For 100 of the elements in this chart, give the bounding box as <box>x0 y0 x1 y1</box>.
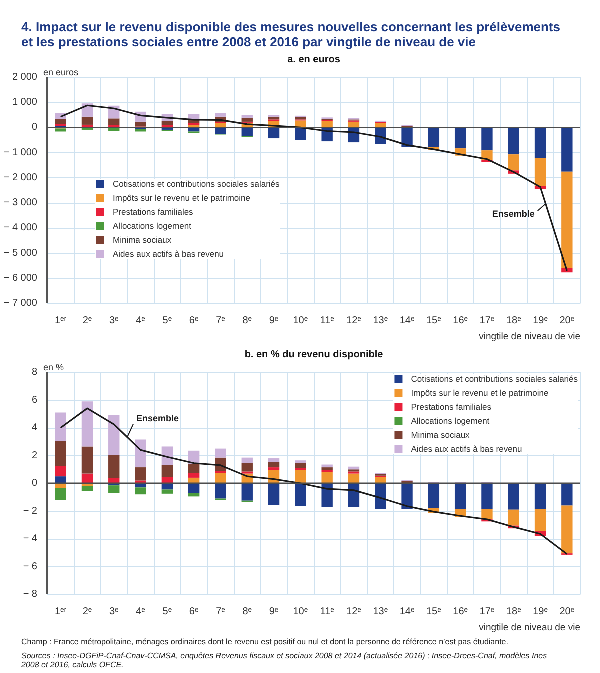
x-tick-label: 15ᵉ <box>426 606 442 618</box>
y-tick-label: − 6 <box>23 561 38 572</box>
x-tick-label: 9ᵉ <box>269 606 279 618</box>
x-tick-label: 6ᵉ <box>189 316 199 326</box>
y-tick-label: 1 000 <box>12 97 38 108</box>
y-tick-label: − 3 000 <box>4 198 38 209</box>
bar <box>188 464 200 474</box>
legend-label: Cotisations et contributions sociales salariés <box>113 179 280 189</box>
bar <box>82 486 94 492</box>
x-tick-label: 1ᵉʳ <box>54 606 68 618</box>
x-tick-label: 11ᵉ <box>320 606 335 618</box>
series-label: Ensemble <box>492 208 535 219</box>
y-tick-label: − 2 000 <box>4 172 38 184</box>
y-axis-title: en euros <box>44 68 80 78</box>
y-tick-label: 4 <box>32 422 38 434</box>
legend-label: Minima sociaux <box>113 235 172 245</box>
x-tick-label: 2ᵉ <box>82 606 92 618</box>
bar <box>215 113 226 117</box>
y-tick-label: − 4 <box>23 534 38 544</box>
bar <box>242 118 253 122</box>
x-tick-label: 12ᵉ <box>346 606 362 618</box>
x-tick-label: 8ᵉ <box>242 316 252 326</box>
bar <box>135 488 146 495</box>
x-tick-label: 1ᵉʳ <box>54 316 68 326</box>
x-tick-label: 8ᵉ <box>242 606 252 618</box>
legend-label: Prestations familiales <box>113 207 194 217</box>
bar <box>55 488 66 500</box>
bar <box>108 118 120 126</box>
bar <box>268 462 280 468</box>
bar <box>508 128 520 155</box>
y-tick-label: 2 000 <box>12 72 38 83</box>
x-tick-label: 12ᵉ <box>346 316 362 326</box>
bar <box>215 473 226 484</box>
bar <box>82 402 94 447</box>
bar <box>82 116 94 125</box>
legend-label: Minima sociaux <box>411 430 470 440</box>
bar <box>428 484 440 508</box>
x-tick-label: 17ᵉ <box>480 606 495 618</box>
line-series <box>60 104 568 272</box>
bar <box>55 412 66 442</box>
bar <box>295 484 306 506</box>
bar <box>55 119 66 124</box>
legend-label: Allocations logement <box>113 221 192 231</box>
source-note: Sources : Insee-DGFiP-Cnaf-Cnav-CCMSA, enquêtes Revenus fiscaux et sociaux 2008 et 2014 (actualisée 2016) ; Insee-Drees-Cnaf, modèles Ines 2008 et 2016, calculs OFCE. <box>20 652 548 670</box>
bar <box>135 129 146 132</box>
y-tick-label: − 4 000 <box>4 222 38 234</box>
bar <box>108 486 120 494</box>
bar <box>534 158 546 186</box>
bar <box>508 154 520 171</box>
bar <box>242 115 253 118</box>
text: Champ : France métropolitaine, ménages ordinaires dont le revenu est positif ou nul et dont la personne de référence n’est pas étudiante. <box>22 638 508 646</box>
bar <box>268 128 280 139</box>
y-tick-label: 8 <box>32 367 38 378</box>
legend-label: Aides aux actifs à bas revenu <box>411 444 522 454</box>
bar <box>562 128 573 172</box>
x-tick-label: 2ᵉ <box>82 316 92 326</box>
bar <box>268 468 280 470</box>
legend-label: Impôts sur le revenu et le patrimoine <box>411 388 549 398</box>
bar <box>162 121 174 126</box>
x-tick-label: 14ᵉ <box>400 606 415 618</box>
bar <box>534 128 546 158</box>
x-tick-label: 4ᵉ <box>136 316 146 326</box>
bar <box>268 458 280 462</box>
bar <box>482 484 493 510</box>
legend-label: Prestations familiales <box>411 402 492 412</box>
legend-label: Allocations logement <box>411 416 490 426</box>
x-tick-label: 3ᵉ <box>109 316 120 326</box>
bar <box>82 446 94 474</box>
x-tick-label: 14ᵉ <box>400 316 415 326</box>
legend-label: Cotisations et contributions sociales salariés <box>411 374 578 384</box>
legend-label: Aides aux actifs à bas revenu <box>113 249 224 259</box>
bar <box>295 470 306 484</box>
bar <box>295 463 306 468</box>
bar <box>428 128 440 148</box>
y-tick-label: − 1 000 <box>4 147 38 158</box>
bar <box>322 472 333 484</box>
x-tick-label: 5ᵉ <box>162 316 172 326</box>
bar <box>108 128 120 131</box>
x-tick-label: 20ᵉ <box>560 316 575 326</box>
bar <box>534 484 546 510</box>
bar <box>55 466 66 477</box>
x-tick-label: 4ᵉ <box>136 606 146 618</box>
bar <box>135 122 146 127</box>
x-tick-label: 18ᵉ <box>506 606 522 618</box>
x-tick-label: 5ᵉ <box>162 606 172 618</box>
x-axis-title: vingtile de niveau de vie <box>479 622 581 634</box>
x-tick-label: 18ᵉ <box>506 316 522 326</box>
bar <box>55 441 66 466</box>
x-tick-label: 11ᵉ <box>320 316 335 326</box>
x-axis-title: vingtile de niveau de vie <box>479 332 581 342</box>
bar <box>562 172 573 268</box>
x-tick-label: 10ᵉ <box>293 606 308 618</box>
bar <box>108 416 120 456</box>
bar <box>295 128 306 140</box>
bar <box>82 474 94 484</box>
y-tick-label: 2 <box>32 450 38 462</box>
bar <box>55 128 66 132</box>
chart-subtitle: b. en % du revenu disponible <box>244 350 384 360</box>
series-label: Ensemble <box>136 413 179 424</box>
y-tick-label: − 2 <box>23 506 38 517</box>
